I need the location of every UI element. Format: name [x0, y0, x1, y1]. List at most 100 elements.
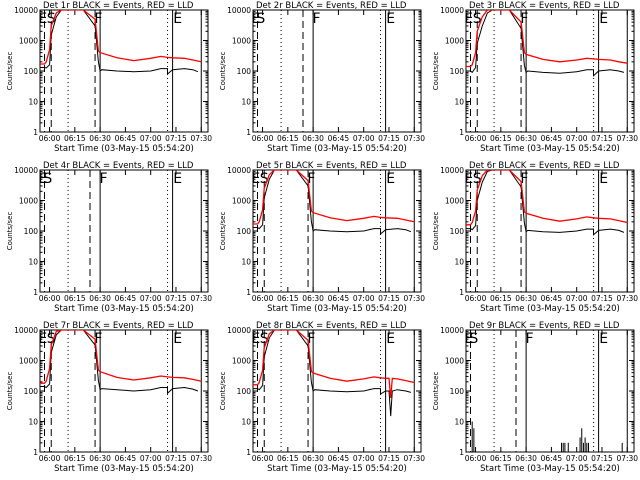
- series-group: [466, 170, 628, 236]
- region-label: E: [386, 171, 395, 187]
- x-tick-label: 06:45: [328, 454, 350, 463]
- series-group: [253, 330, 415, 417]
- x-tick-label: 07:30: [616, 294, 638, 303]
- region-label: F: [307, 171, 315, 187]
- y-tick-label: 1: [246, 128, 251, 137]
- x-tick-label: 06:30: [89, 294, 111, 303]
- x-tick-label: 07:15: [165, 454, 187, 463]
- x-tick-label: 07:15: [165, 294, 187, 303]
- chart-title: Det 7r BLACK = Events, RED = LLD: [43, 321, 194, 331]
- chart-panel-5: Det 5r BLACK = Events, RED = LLD 1 10 100 10…: [219, 161, 425, 314]
- series-group: [40, 10, 202, 76]
- y-tick-label: 10: [454, 418, 464, 427]
- region-label: F: [312, 11, 320, 27]
- x-tick-label: 07:15: [591, 454, 613, 463]
- series-group: [471, 421, 623, 452]
- chart-panel-6: Det 6r BLACK = Events, RED = LLD 1 10 100 10…: [432, 161, 638, 314]
- y-tick-label: 10: [241, 258, 251, 267]
- x-tick-label: 07:00: [566, 134, 588, 143]
- y-tick-label: 1: [459, 448, 464, 457]
- time-markers: [469, 330, 628, 452]
- x-tick-label: 07:15: [591, 294, 613, 303]
- series-line-lld: [466, 170, 628, 226]
- chart-title: Det 5r BLACK = Events, RED = LLD: [256, 161, 407, 171]
- x-tick-label: 06:15: [490, 454, 512, 463]
- x-tick-label: 06:15: [490, 134, 512, 143]
- y-tick-label: 1000: [232, 197, 251, 206]
- x-axis-label: Start Time (03-May-15 05:54:20): [480, 144, 620, 154]
- region-label: S: [47, 331, 56, 347]
- y-axis-label: Counts/sec: [432, 212, 440, 251]
- y-tick-label: 1000: [445, 37, 464, 46]
- y-tick-label: 1000: [19, 37, 38, 46]
- x-tick-label: 07:15: [378, 454, 400, 463]
- x-axis-label: Start Time (03-May-15 05:54:20): [267, 144, 407, 154]
- time-markers: [469, 170, 628, 292]
- x-tick-label: 07:00: [566, 294, 588, 303]
- chart-title: Det 2r BLACK = Events, RED = LLD: [256, 1, 407, 11]
- x-tick-label: 07:15: [378, 294, 400, 303]
- time-markers: [256, 10, 415, 132]
- x-tick-label: 06:15: [277, 454, 299, 463]
- region-label: S: [260, 171, 269, 187]
- region-label: E: [251, 11, 260, 27]
- y-axis-label: Counts/sec: [6, 52, 14, 91]
- x-tick-label: 07:30: [616, 134, 638, 143]
- chart-panel-2: Det 2r BLACK = Events, RED = LLD 1 10 100 10…: [219, 1, 425, 154]
- y-tick-label: 10000: [14, 326, 38, 335]
- region-label: F: [94, 331, 102, 347]
- x-tick-label: 06:00: [252, 454, 274, 463]
- x-tick-label: 06:45: [541, 294, 563, 303]
- region-label: F: [94, 11, 102, 27]
- x-tick-label: 07:00: [140, 294, 162, 303]
- x-tick-label: 06:45: [115, 134, 137, 143]
- y-tick-label: 1000: [232, 357, 251, 366]
- series-line-events: [253, 330, 412, 417]
- x-tick-label: 07:00: [353, 294, 375, 303]
- plot-frame: [465, 329, 635, 453]
- plot-frame: [252, 9, 422, 133]
- x-axis-label: Start Time (03-May-15 05:54:20): [480, 304, 620, 314]
- region-label: E: [38, 171, 47, 187]
- y-axis-label: Counts/sec: [6, 372, 14, 411]
- x-tick-label: 07:00: [566, 454, 588, 463]
- region-label: F: [307, 331, 315, 347]
- region-label: E: [173, 331, 182, 347]
- series-line-events: [40, 330, 199, 395]
- x-axis-label: Start Time (03-May-15 05:54:20): [54, 144, 194, 154]
- x-tick-label: 07:15: [378, 134, 400, 143]
- series-line-events: [40, 10, 199, 76]
- y-tick-label: 10: [454, 258, 464, 267]
- x-tick-label: 07:30: [403, 454, 425, 463]
- x-tick-label: 06:15: [277, 134, 299, 143]
- y-tick-label: 100: [237, 227, 252, 236]
- y-tick-label: 1: [459, 128, 464, 137]
- x-tick-label: 06:00: [465, 294, 487, 303]
- x-tick-label: 06:45: [541, 134, 563, 143]
- series-line-events: [466, 10, 625, 77]
- x-tick-label: 07:00: [353, 134, 375, 143]
- x-tick-label: 06:00: [39, 134, 61, 143]
- y-tick-label: 10: [28, 258, 38, 267]
- x-axis-label: Start Time (03-May-15 05:54:20): [54, 304, 194, 314]
- chart-title: Det 6r BLACK = Events, RED = LLD: [469, 161, 620, 171]
- series-group: [466, 10, 628, 77]
- x-tick-label: 06:30: [302, 134, 324, 143]
- region-label: S: [47, 11, 56, 27]
- y-tick-label: 1: [459, 288, 464, 297]
- series-group: [253, 170, 415, 236]
- chart-panel-1: Det 1r BLACK = Events, RED = LLD 1 10 100 10…: [6, 1, 212, 154]
- region-label: S: [43, 171, 52, 187]
- plot-frame: [465, 169, 635, 293]
- region-label: E: [251, 171, 260, 187]
- region-label: S: [473, 171, 482, 187]
- chart-panel-7: Det 7r BLACK = Events, RED = LLD 1 10 100 10…: [6, 321, 212, 474]
- series-line-lld: [40, 330, 202, 384]
- y-tick-label: 1: [33, 288, 38, 297]
- x-tick-label: 07:30: [403, 134, 425, 143]
- x-tick-label: 06:15: [64, 294, 86, 303]
- y-tick-label: 1000: [445, 357, 464, 366]
- y-tick-label: 10: [454, 98, 464, 107]
- y-axis-label: Counts/sec: [219, 372, 227, 411]
